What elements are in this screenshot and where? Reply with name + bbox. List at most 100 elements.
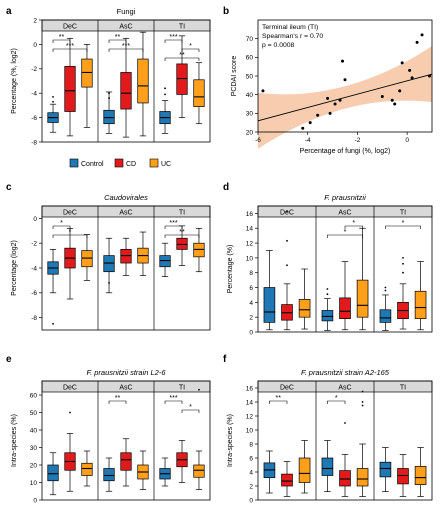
sig-bracket-d [344,225,363,229]
outlier-point-d [326,293,329,296]
facet-label-a-asc: AsC [119,24,132,31]
sig-bracket-f [269,400,288,404]
panel-letter-e: e [6,354,12,365]
sig-bracket-e [181,409,200,413]
y-tick-label-b: 60 [246,55,254,62]
y-tick-label-d: 16 [246,211,254,218]
box-f-asc-control [321,457,334,476]
sig-label-f: * [335,395,338,402]
outlier-point-f [361,390,364,393]
outlier-point-e [69,411,71,414]
box-a-dec-cd [64,66,76,112]
sig-bracket-a [164,39,183,43]
sig-bracket-d [327,234,363,238]
x-tick-label-b: -6 [255,137,261,144]
facet-label-d-ti: TI [400,210,406,217]
panel-letter-d: d [223,182,229,193]
chart-title-e: F. prausnitzii strain L2-6 [86,368,166,377]
box-d-asc-cd [339,297,351,320]
facet-label-c-asc: AsC [119,210,132,217]
sig-label-d: * [352,220,355,227]
scatter-point [393,102,397,106]
facet-label-c-ti: TI [179,210,185,217]
y-tick-label-a: -2 [31,66,37,73]
y-tick-label-a: 2 [33,17,37,24]
chart-title-a: Fungi [117,7,136,16]
y-tick-label-c: 0 [33,216,37,223]
y-axis-label-f: Intra-species (%) [227,414,234,467]
outlier-point-c [52,322,54,325]
y-tick-label-e: 10 [30,480,38,487]
box-e-dec-control [47,464,59,482]
scatter-point [408,68,412,72]
facet-label-a-dec: DeC [63,24,77,31]
box-e-asc-cd [120,452,132,471]
plot-frame-e [41,380,211,501]
box-f-asc-uc [356,468,369,487]
box-f-ti-control [379,461,392,478]
sig-bracket-e [164,400,183,404]
sig-label-e: ** [115,395,121,402]
plot-frame-d [257,205,433,333]
y-tick-label-c: -8 [31,315,37,322]
box-c-ti-control [159,255,171,268]
box-c-ti-cd [176,237,188,250]
legend-label-control: Control [81,161,104,168]
outlier-point-d [384,286,387,289]
box-a-asc-cd [120,72,132,110]
box-a-asc-control [103,109,115,125]
annotation-0: Terminal ileum (TI) [262,24,318,31]
sig-bracket-c [52,234,88,238]
facet-label-c-dec: DeC [63,210,77,217]
box-d-asc-uc [356,279,369,318]
sig-label-f: ** [275,395,281,402]
y-axis-label-b: PCDAI score [231,56,238,97]
facet-label-e-asc: AsC [119,385,132,392]
y-tick-label-e: 30 [30,445,38,452]
y-axis-label-a: Percentage (%, log2) [11,48,18,114]
y-tick-label-a: 0 [33,42,37,49]
chart-b: Terminal ileum (TI) Spearman's r = 0.70 p … [231,19,433,155]
box-e-asc-control [103,468,115,482]
outlier-point-d [286,239,288,242]
charts-layer: FungiDeC*****AsC*****TI******-8-6-4-202P… [11,7,433,504]
sig-label-a: ** [179,52,185,59]
y-tick-label-f: 2 [249,483,253,490]
y-tick-label-e: 20 [30,462,38,469]
sig-label-a: ** [115,34,121,41]
box-a-dec-uc [81,58,93,88]
scatter-point [301,126,305,130]
box-a-ti-uc [193,79,205,107]
y-tick-label-e: 50 [30,410,38,417]
outlier-point-f [361,401,364,403]
scatter-point [316,113,320,117]
panel-letter-c: c [6,182,12,193]
scatter-point [390,98,394,102]
outlier-point-d [286,264,288,267]
scatter-point [328,111,332,115]
sig-label-c: *** [169,220,177,227]
box-c-asc-control [103,255,115,273]
outlier-point-d [326,288,329,290]
y-tick-label-b: 20 [246,129,254,136]
panel-letter-f: f [223,354,227,365]
box-f-asc-cd [339,470,351,487]
chart-a: FungiDeC*****AsC*****TI******-8-6-4-202P… [11,7,211,146]
legend-swatch-uc [149,158,159,168]
scatter-point [415,40,419,44]
box-e-dec-uc [81,462,93,476]
sig-label-c: ** [179,229,185,236]
sig-bracket-d [385,225,421,229]
x-axis-label-b: Percentage of fungi (%, log2) [300,148,391,155]
legend-label-cd: CD [126,161,136,168]
scatter-point [420,33,424,37]
y-tick-label-d: 4 [249,300,253,307]
legend-swatch-control [69,158,79,168]
x-tick-label-b: 0 [405,137,409,144]
outlier-point-a [164,87,166,90]
sig-bracket-c [164,234,200,238]
scatter-point [398,89,402,93]
box-f-dec-uc [298,457,311,483]
